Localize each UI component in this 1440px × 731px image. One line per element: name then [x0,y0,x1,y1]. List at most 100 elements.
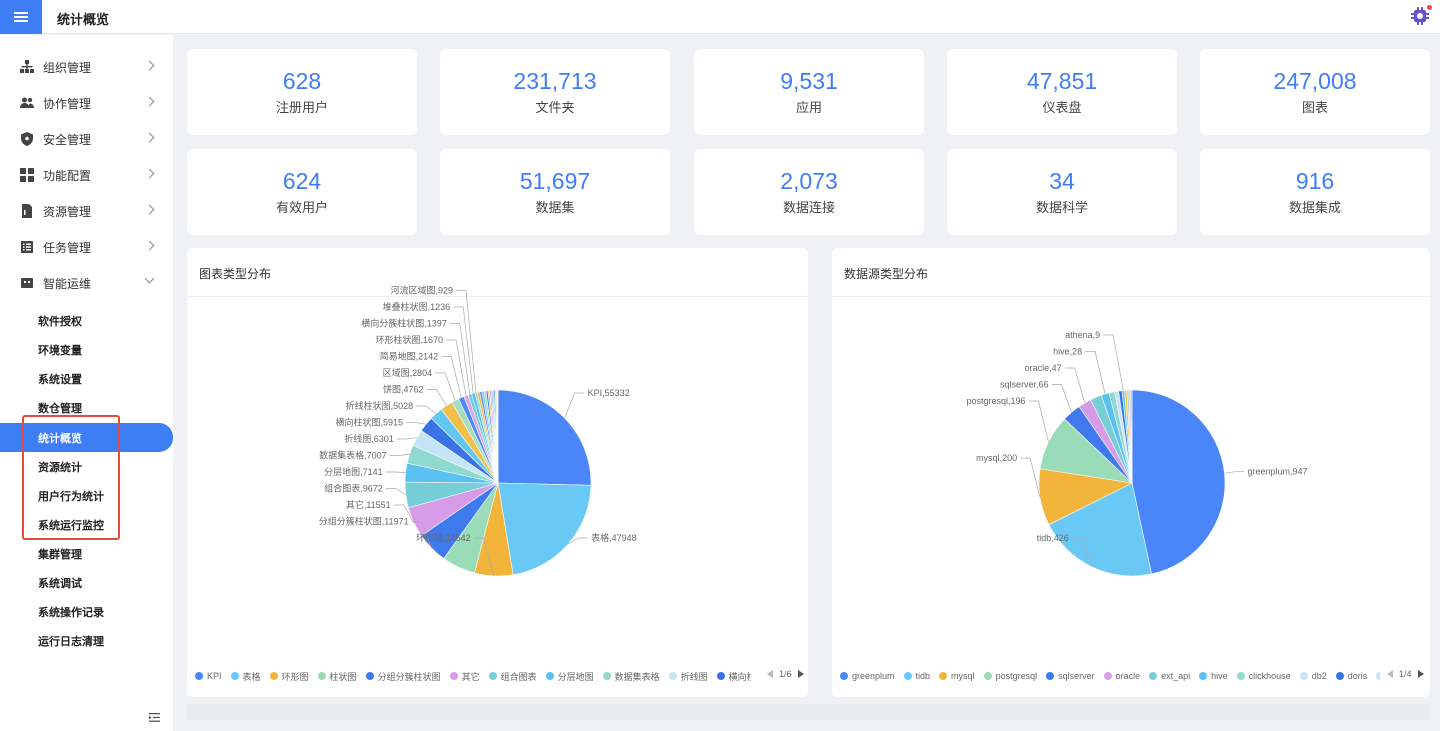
sidebar-item-security[interactable]: 安全管理 [0,121,173,157]
avatar[interactable] [1411,5,1432,25]
pie-label: 横向柱状图,5915 [335,417,403,428]
subitem-system-settings[interactable]: 系统设置 [38,373,82,386]
prev-page-icon[interactable] [767,670,773,678]
sidebar-item-features[interactable]: 功能配置 [0,157,173,193]
pie-label: 表格,47948 [591,532,637,543]
sidebar-item-label: 智能运维 [43,276,92,291]
stat-card: 9,531 应用 [694,49,924,135]
legend-item[interactable]: ext_api [1149,671,1190,681]
legend-item[interactable]: greenplum [840,671,895,681]
legend-label: sqlserver [1058,671,1095,681]
subitem-log-cleanup[interactable]: 运行日志清理 [38,635,104,648]
legend-item[interactable]: 其它 [449,670,480,683]
divider [187,296,808,297]
legend-item[interactable]: 分组分簇柱状图 [365,670,441,683]
next-page-icon[interactable] [1417,670,1424,678]
pie-slice[interactable] [497,482,592,576]
stat-label: 数据科学 [1035,200,1088,215]
legend-item[interactable]: KPI [195,671,222,681]
legend-label: tidb [915,671,931,681]
stat-value: 916 [1295,168,1335,194]
pie-label: greenplum,947 [1248,467,1308,477]
legend-swatch [1236,672,1245,680]
legend-label: mysql [951,671,975,681]
legend-item[interactable]: clickhouse [1236,671,1291,681]
legend-label: 其它 [461,671,480,682]
pie-slice[interactable] [1130,389,1133,484]
divider [832,296,1430,297]
legend-label: 数据集表格 [614,671,660,682]
legend-swatch [1149,672,1158,680]
subitem-env-vars[interactable]: 环境变量 [38,344,82,357]
legend-item[interactable]: 组合图表 [488,670,537,683]
legend-label: hive [1211,671,1228,681]
label-leader-line [406,422,427,425]
legend-item[interactable]: dameng [1376,671,1380,681]
label-leader-line [441,356,462,398]
subitem-debug[interactable]: 系统调试 [38,577,82,590]
legend-item[interactable]: db2 [1299,671,1327,681]
subitem-resource-stats[interactable]: 资源统计 [38,461,82,474]
subitem-operation-log[interactable]: 系统操作记录 [38,606,104,619]
legend-item[interactable]: 数据集表格 [602,670,660,683]
stat-label: 图表 [1301,100,1328,115]
legend-item[interactable]: 表格 [230,670,261,683]
subitem-license[interactable]: 软件授权 [38,315,82,328]
stat-value: 628 [282,68,322,94]
menu-toggle-button[interactable] [0,0,42,34]
pie-label: 环形图,14542 [416,532,471,543]
legend-swatch [1046,672,1055,680]
legend-swatch [195,672,203,680]
list-icon [21,241,33,253]
subitem-system-monitor[interactable]: 系统运行监控 [38,519,104,532]
legend-item[interactable]: 横向柱状图 [716,670,751,683]
subitem-warehouse[interactable]: 数仓管理 [38,402,82,415]
legend-swatch [903,672,912,680]
label-leader-line [456,290,477,393]
stat-value: 47,851 [1026,68,1098,94]
collapse-sidebar-icon[interactable] [149,713,160,722]
subitem-user-behavior[interactable]: 用户行为统计 [38,490,104,503]
legend-item[interactable]: sqlserver [1046,671,1095,681]
legend-swatch [545,672,554,680]
prev-page-icon[interactable] [1387,670,1393,678]
pie-label: oracle,47 [1025,363,1062,373]
legend-label: 折线图 [680,671,708,682]
stat-value: 231,713 [513,68,597,94]
subitem-overview[interactable]: 统计概览 [0,423,173,452]
sidebar-item-collab[interactable]: 协作管理 [0,85,173,121]
pie-slice[interactable] [1131,389,1226,575]
pie-slice[interactable] [496,389,499,484]
hamburger-icon [14,16,28,18]
label-leader-line [1020,457,1041,498]
legend-item[interactable]: doris [1335,671,1368,681]
sidebar-item-tasks[interactable]: 任务管理 [0,229,173,265]
legend-item[interactable]: mysql [939,671,975,681]
legend-item[interactable]: postgresql [983,671,1037,681]
label-leader-line [567,537,589,545]
pie-slice[interactable] [497,389,592,486]
notification-dot [1427,5,1432,10]
pie-label: mysql,200 [976,453,1017,463]
legend-item[interactable]: tidb [903,671,931,681]
legend-item[interactable]: oracle [1103,671,1140,681]
legend-item[interactable]: hive [1199,671,1228,681]
label-leader-line [1224,471,1245,474]
sidebar-item-org[interactable]: 组织管理 [0,49,173,85]
pie-label: 饼图,4762 [383,384,424,395]
next-page-icon[interactable] [797,670,804,678]
legend-item[interactable]: 柱状图 [317,670,357,683]
sidebar-item-ops[interactable]: 智能运维 [0,265,173,301]
sidebar-item-resources[interactable]: 资源管理 [0,193,173,229]
legend-item[interactable]: 折线图 [668,670,708,683]
legend-label: doris [1347,671,1368,681]
pie-label: sqlserver,66 [1000,380,1049,390]
pie-label: KPI,55332 [588,388,630,398]
pie-label: hive,28 [1053,347,1082,357]
pie-label: 区域图,2804 [383,367,433,378]
subitem-cluster[interactable]: 集群管理 [38,548,82,561]
pie-label: 数据集表格,7007 [319,450,387,461]
sidebar-item-label: 安全管理 [43,132,92,147]
legend-item[interactable]: 环形图 [269,670,309,683]
legend-item[interactable]: 分层地图 [545,670,594,683]
